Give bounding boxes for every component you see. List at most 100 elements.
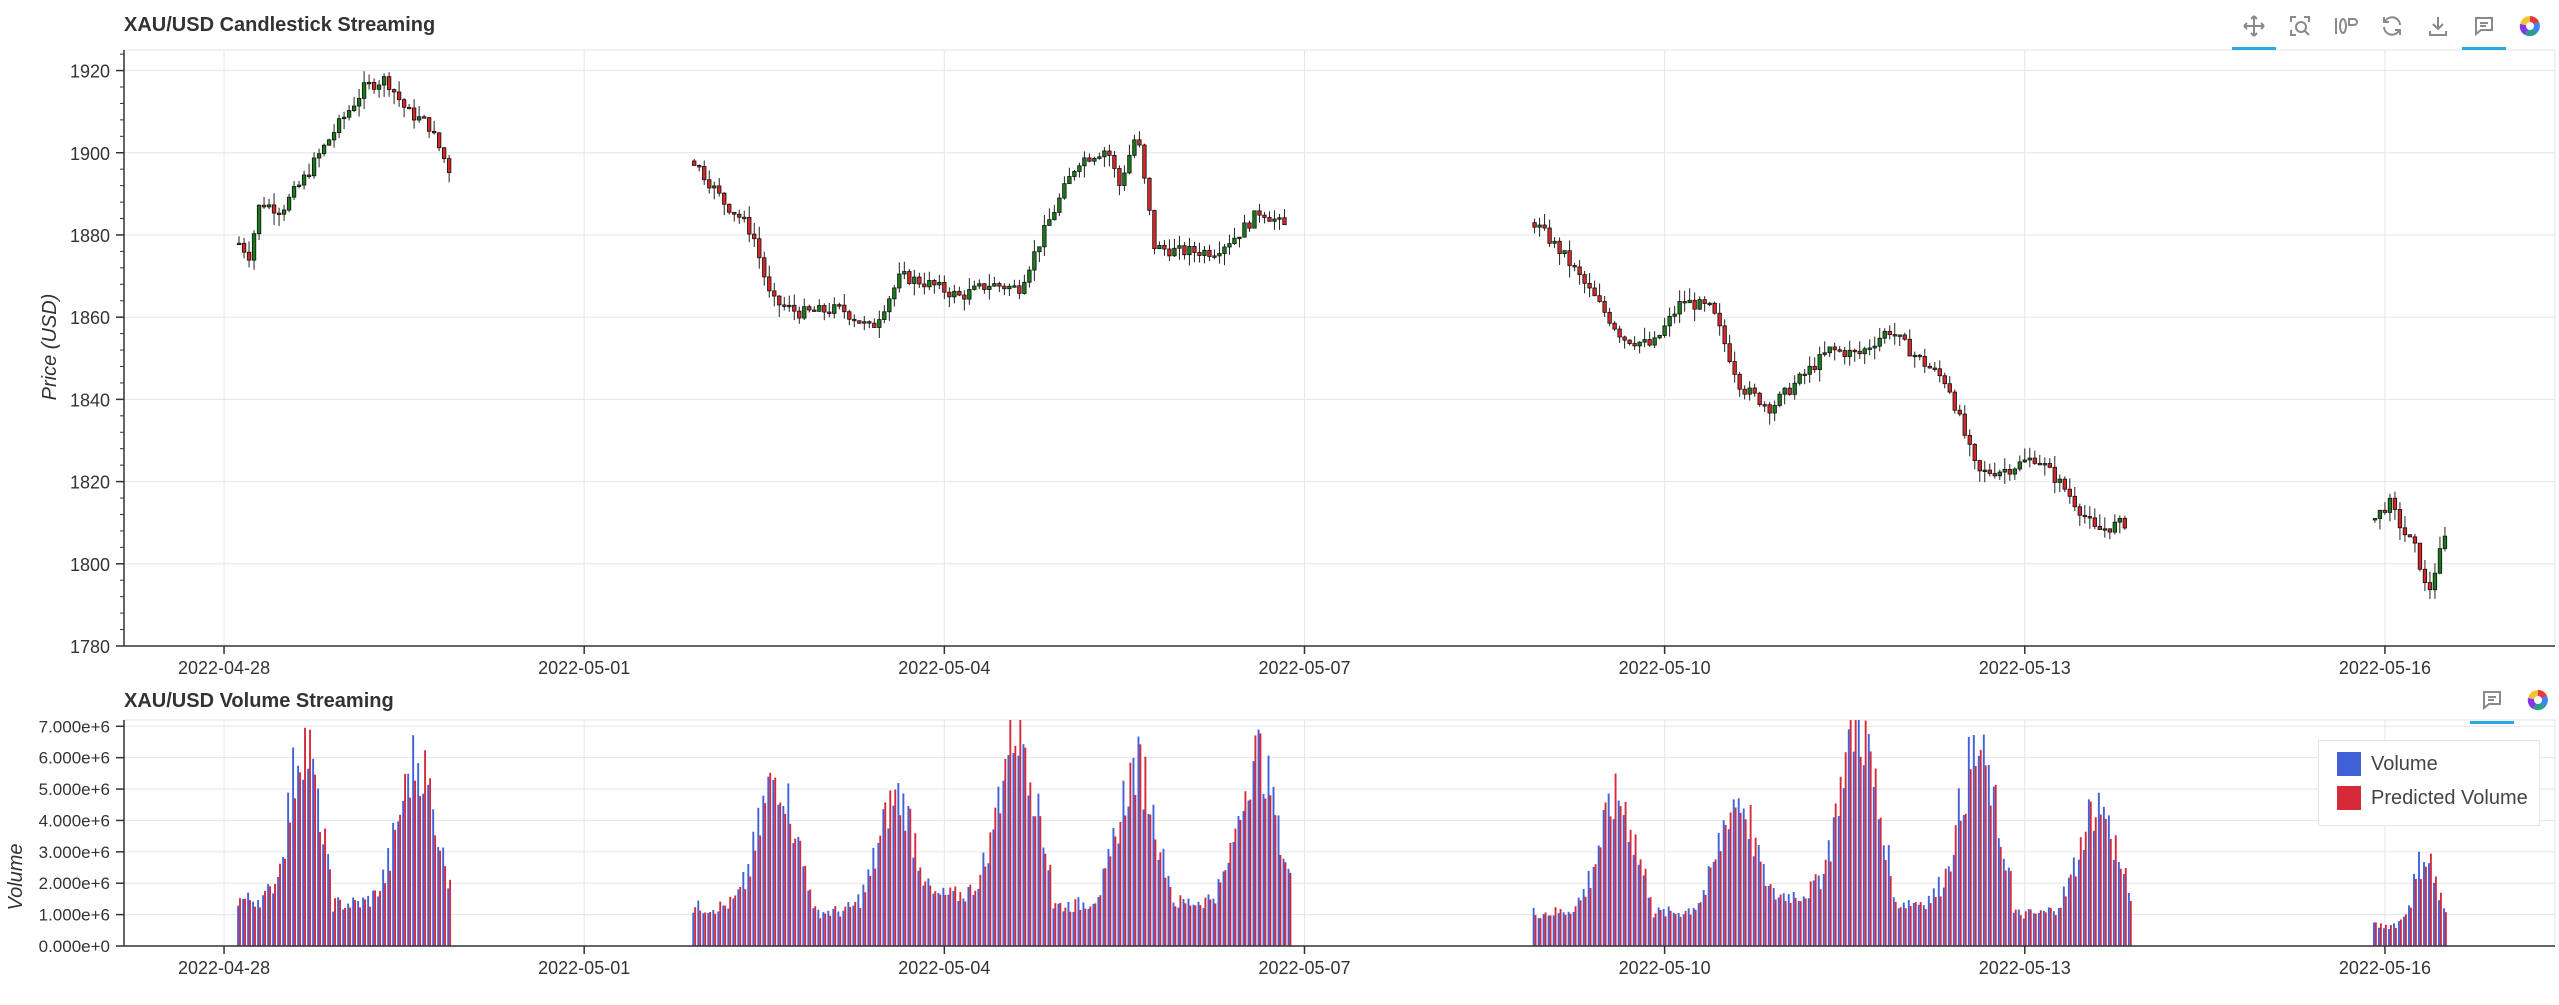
candle-body: [1097, 156, 1102, 159]
predicted-volume-bar: [769, 772, 772, 946]
volume-bar: [2002, 858, 2005, 946]
volume-bar: [1832, 817, 1835, 946]
candle-body: [2387, 497, 2393, 513]
volume-bar: [262, 895, 265, 946]
predicted-volume-bar: [1184, 903, 1187, 946]
candle-body: [2052, 466, 2057, 483]
predicted-volume-bar: [2069, 874, 2072, 946]
save-icon[interactable]: [2420, 8, 2456, 44]
candlestick-svg[interactable]: XAU/USD Candlestick Streaming 1780 1800 18…: [0, 0, 2559, 680]
predicted-volume-bar: [1259, 733, 1262, 946]
predicted-volume-bar: [1609, 816, 1612, 946]
predicted-volume-bar: [1809, 881, 1812, 946]
predicted-volume-bar: [1204, 897, 1207, 946]
candle-body: [1197, 252, 1202, 256]
candle-body: [1867, 347, 1872, 350]
predicted-volume-bar: [419, 796, 422, 946]
x-tick-label: 2022-05-10: [1619, 958, 1711, 978]
volume-bar: [872, 847, 875, 946]
candle-body: [1837, 349, 1842, 352]
predicted-volume-bar: [2444, 912, 2447, 946]
predicted-volume-bar: [324, 828, 326, 946]
volume-bar: [922, 885, 925, 946]
predicted-volume-bar: [1804, 898, 1807, 946]
candle-body: [867, 321, 872, 324]
volume-chart[interactable]: XAU/USD Volume Streaming 0.000e+0 1.000e+…: [0, 680, 2559, 1000]
box-zoom-icon[interactable]: [2282, 8, 2318, 44]
volume-bar: [1287, 868, 1290, 946]
bokeh-logo-icon[interactable]: [2512, 8, 2548, 44]
volume-bar: [1537, 918, 1540, 946]
volume-bar: [747, 864, 750, 946]
volume-bar: [1767, 885, 1770, 946]
candle-body: [416, 116, 422, 121]
volume-bar: [1017, 755, 1020, 946]
candle-body: [2432, 572, 2438, 591]
candle-body: [1192, 246, 1197, 253]
candle-body: [757, 238, 762, 259]
volume-bar: [1762, 864, 1765, 946]
hover-icon[interactable]: [2462, 8, 2506, 50]
legend-item[interactable]: Predicted Volume: [2319, 781, 2539, 815]
predicted-volume-bar: [2009, 871, 2012, 946]
predicted-volume-bar: [1949, 871, 1952, 946]
predicted-volume-bar: [259, 907, 261, 946]
hover-icon[interactable]: [2470, 682, 2514, 724]
candle-body: [2442, 535, 2448, 550]
predicted-volume-bar: [1264, 798, 1267, 946]
volume-bar: [302, 779, 305, 946]
candle-body: [1597, 295, 1602, 302]
volume-bar: [1582, 889, 1585, 946]
volume-bar: [737, 889, 740, 946]
candle-body: [1752, 387, 1757, 394]
volume-bar: [277, 876, 280, 946]
candle-body: [857, 320, 862, 324]
candle-body: [827, 311, 832, 314]
y-tick-label: 1780: [70, 637, 110, 657]
candle-body: [1087, 157, 1092, 162]
volume-bar: [1807, 898, 1810, 946]
candle-body: [1962, 413, 1967, 436]
predicted-volume-bar: [1239, 819, 1242, 946]
candle-body: [1037, 246, 1042, 253]
candle-body: [1252, 210, 1257, 229]
predicted-volume-bar: [2074, 876, 2077, 946]
predicted-volume-bar: [1234, 828, 1237, 946]
candle-body: [1682, 301, 1687, 304]
candle-body: [1062, 183, 1067, 199]
predicted-volume-bar: [1554, 907, 1557, 946]
volume-bar: [1742, 808, 1745, 946]
volume-bar: [882, 809, 885, 946]
candle-body: [2122, 517, 2127, 529]
candle-body: [1137, 139, 1142, 146]
predicted-volume-bar: [1824, 859, 1827, 946]
candle-body: [421, 116, 427, 119]
predicted-volume-bar: [944, 895, 947, 946]
candle-body: [1237, 236, 1242, 240]
candle-body: [992, 283, 997, 287]
legend-item[interactable]: Volume: [2319, 747, 2539, 781]
wheel-zoom-icon[interactable]: [2328, 8, 2364, 44]
volume-bar: [2433, 882, 2435, 946]
predicted-volume-bar: [2104, 819, 2107, 946]
candle-body: [1987, 469, 1992, 474]
volume-svg[interactable]: XAU/USD Volume Streaming 0.000e+0 1.000e+…: [0, 680, 2559, 1000]
predicted-volume-bar: [1774, 899, 1777, 946]
predicted-volume-bar: [2084, 831, 2087, 946]
predicted-volume-bar: [729, 896, 732, 946]
predicted-volume-bar: [1224, 870, 1227, 946]
candlestick-chart[interactable]: XAU/USD Candlestick Streaming 1780 1800 18…: [0, 0, 2559, 680]
pan-icon[interactable]: [2232, 8, 2276, 50]
candle-body: [271, 204, 277, 214]
candle-body: [241, 242, 247, 253]
volume-bar: [2388, 928, 2390, 946]
predicted-volume-bar: [839, 916, 842, 946]
predicted-volume-bar: [1634, 834, 1637, 946]
bokeh-logo-icon[interactable]: [2520, 682, 2556, 718]
predicted-volume-bar: [904, 830, 907, 946]
reset-icon[interactable]: [2374, 8, 2410, 44]
predicted-volume-bar: [1879, 817, 1882, 946]
volume-bar: [767, 776, 770, 946]
candle-body: [1717, 312, 1722, 327]
volume-bar: [2418, 851, 2420, 946]
